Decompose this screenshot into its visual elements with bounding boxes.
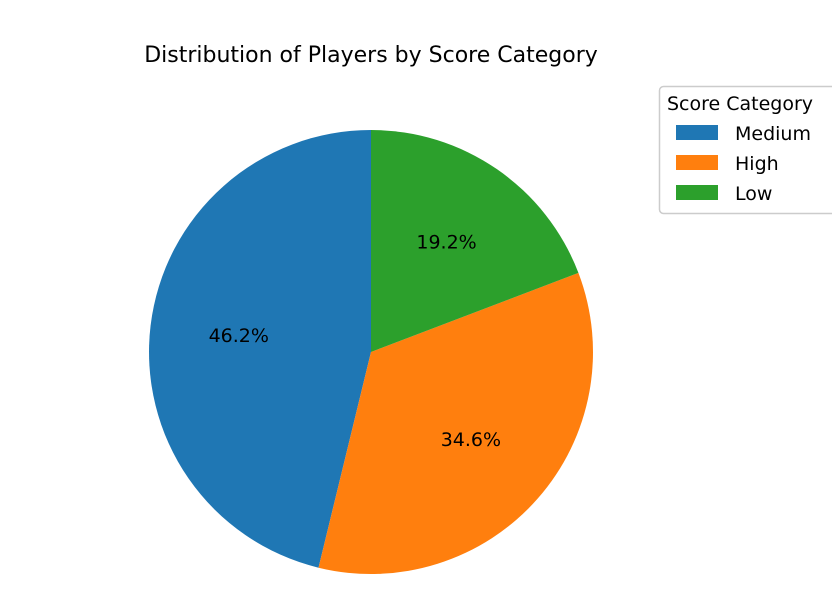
legend-label-low: Low bbox=[735, 183, 772, 205]
pie-slice-labels: 46.2% 34.6% 19.2% bbox=[209, 231, 502, 451]
pie-slices bbox=[149, 130, 593, 574]
pie-slice-low bbox=[371, 130, 579, 352]
legend-entries: Medium High Low bbox=[676, 123, 811, 205]
slice-label-low: 19.2% bbox=[416, 231, 476, 253]
legend-swatch-low bbox=[676, 185, 718, 200]
pie-slice-medium bbox=[149, 130, 371, 568]
legend: Score Category Medium High Low bbox=[658, 85, 832, 215]
chart-title: Distribution of Players by Score Categor… bbox=[144, 43, 598, 68]
legend-title: Score Category bbox=[667, 93, 813, 115]
slice-label-high: 34.6% bbox=[441, 429, 501, 451]
legend-label-medium: Medium bbox=[735, 123, 811, 145]
legend-frame bbox=[658, 85, 832, 215]
legend-label-high: High bbox=[735, 153, 779, 175]
legend-swatch-high bbox=[676, 155, 718, 170]
slice-label-medium: 46.2% bbox=[209, 325, 269, 347]
pie-slice-high bbox=[318, 272, 593, 574]
legend-swatch-medium bbox=[676, 125, 718, 140]
